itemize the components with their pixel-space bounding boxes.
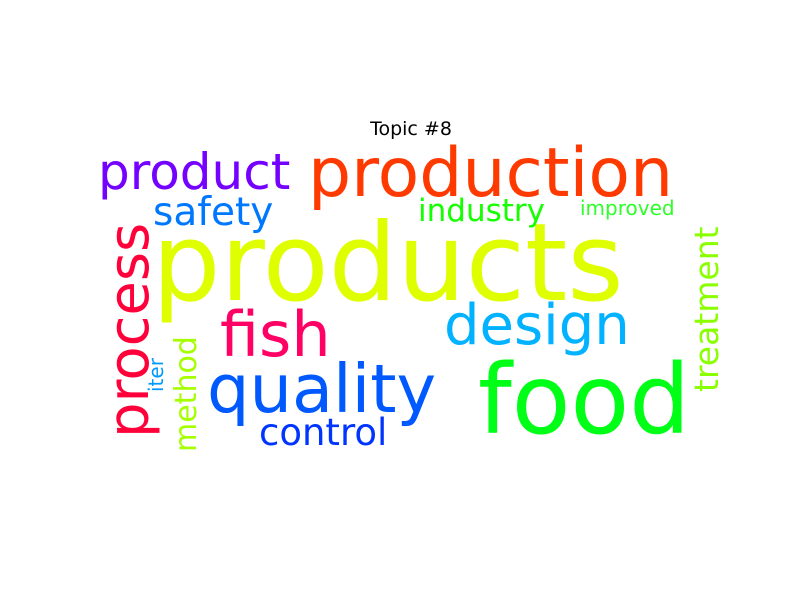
word-treatment: treatment [687,226,726,392]
word-products: products [152,201,624,326]
word-iter: iter [144,358,168,392]
word-improved: improved [580,196,675,220]
word-safety: safety [153,190,274,235]
word-fish: fish [220,298,331,371]
word-process: process [97,222,162,438]
word-quality: quality [207,350,437,428]
word-production: production [308,134,674,213]
word-design: design [444,293,630,358]
word-product: product [98,143,291,201]
word-food: food [478,344,691,456]
word-industry: industry [418,193,545,229]
word-control: control [259,411,388,454]
chart-title: Topic #8 [370,118,452,140]
word-method: method [169,336,204,452]
